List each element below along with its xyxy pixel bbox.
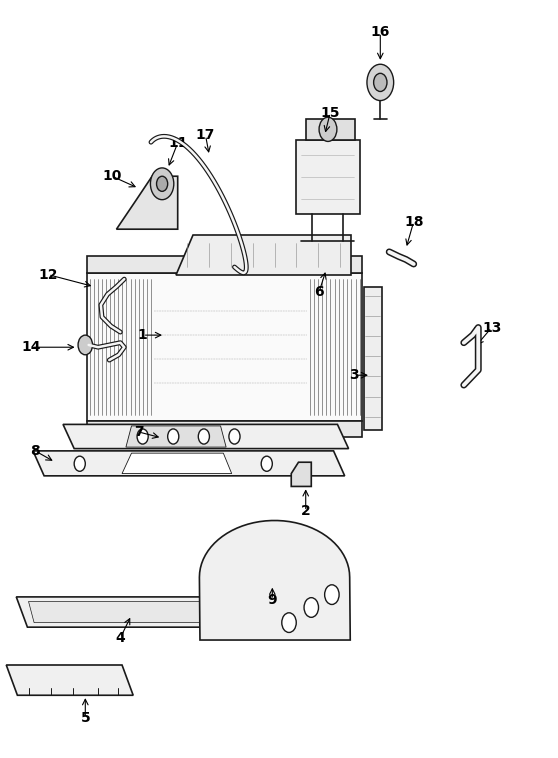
Polygon shape <box>16 597 295 627</box>
Text: 11: 11 <box>168 136 187 150</box>
Circle shape <box>229 429 240 444</box>
Circle shape <box>374 74 387 92</box>
Text: 4: 4 <box>116 631 125 645</box>
Polygon shape <box>176 235 352 274</box>
Circle shape <box>261 456 272 471</box>
Polygon shape <box>87 421 363 437</box>
Text: 9: 9 <box>267 593 277 607</box>
Polygon shape <box>87 256 363 273</box>
Circle shape <box>304 597 319 617</box>
Polygon shape <box>296 140 360 214</box>
Polygon shape <box>306 119 355 140</box>
Polygon shape <box>63 424 349 449</box>
Text: 6: 6 <box>314 285 324 299</box>
Circle shape <box>319 117 337 142</box>
Text: 15: 15 <box>320 105 340 120</box>
Circle shape <box>167 429 179 444</box>
Circle shape <box>282 612 296 632</box>
Text: 8: 8 <box>30 444 40 458</box>
Text: 5: 5 <box>80 711 90 725</box>
Polygon shape <box>122 453 232 474</box>
Circle shape <box>137 429 148 444</box>
Text: 17: 17 <box>196 128 215 143</box>
Text: 12: 12 <box>39 268 58 281</box>
Polygon shape <box>199 521 350 640</box>
Text: 1: 1 <box>138 328 147 342</box>
Polygon shape <box>117 176 177 229</box>
Polygon shape <box>33 451 345 476</box>
Text: 3: 3 <box>349 368 359 382</box>
Circle shape <box>157 176 167 191</box>
Polygon shape <box>126 426 226 447</box>
Polygon shape <box>6 665 133 695</box>
Circle shape <box>325 585 339 604</box>
Polygon shape <box>28 601 287 622</box>
Text: 7: 7 <box>134 425 143 439</box>
Text: 10: 10 <box>102 169 122 183</box>
Text: 18: 18 <box>404 215 424 229</box>
Circle shape <box>151 168 174 199</box>
Polygon shape <box>291 462 311 487</box>
Text: 14: 14 <box>22 340 41 354</box>
Text: 16: 16 <box>371 26 390 39</box>
Polygon shape <box>364 287 382 431</box>
Circle shape <box>74 456 85 471</box>
Circle shape <box>78 335 93 355</box>
Text: 13: 13 <box>482 321 501 334</box>
Polygon shape <box>87 273 363 421</box>
Text: 2: 2 <box>301 504 311 518</box>
Circle shape <box>367 64 393 101</box>
Circle shape <box>198 429 209 444</box>
